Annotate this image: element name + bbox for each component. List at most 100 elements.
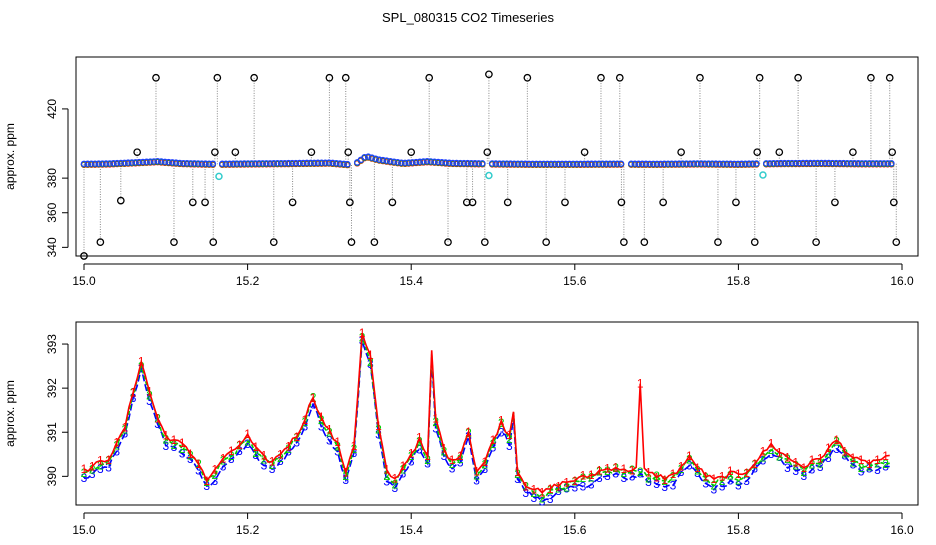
baseline-point <box>511 160 518 167</box>
baseline-point <box>577 160 584 168</box>
series-2-marker: 2 <box>285 442 292 456</box>
flag-point <box>444 238 452 247</box>
series-3-marker: 3 <box>678 465 685 479</box>
series-1-marker: 1 <box>89 460 96 474</box>
baseline-point <box>132 159 139 166</box>
baseline-point <box>230 160 237 167</box>
series-1-marker: 1 <box>661 473 668 487</box>
series-1-marker: 1 <box>784 450 791 464</box>
baseline-point <box>187 160 194 167</box>
series-3-marker: 3 <box>792 464 799 478</box>
baseline-point <box>642 160 650 168</box>
baseline-point <box>95 160 102 167</box>
series-2-marker: 2 <box>138 359 145 373</box>
series-2-marker: 2 <box>481 457 488 471</box>
series-2-marker: 2 <box>850 455 857 469</box>
series-2-marker: 2 <box>89 462 96 476</box>
baseline-point <box>701 160 709 167</box>
baseline-point <box>376 156 383 163</box>
top-y-tick-label: 360 <box>45 202 59 222</box>
baseline-point <box>547 160 555 168</box>
series-1-marker: 1 <box>481 455 488 469</box>
flag-point <box>133 148 142 157</box>
series-2-marker: 2 <box>318 413 325 427</box>
flag-point <box>794 73 802 82</box>
series-2-marker: 2 <box>743 467 750 481</box>
baseline-point <box>720 160 727 167</box>
series-1-marker: 1 <box>841 445 848 459</box>
baseline-point <box>110 160 117 167</box>
baseline-point <box>479 160 486 167</box>
series-1-marker: 1 <box>727 464 734 478</box>
flag-point <box>542 238 551 247</box>
baseline-point <box>873 160 880 167</box>
series-2-marker: 2 <box>441 445 448 459</box>
series-1-marker: 1 <box>645 466 652 480</box>
series-1-marker: 1 <box>367 348 374 362</box>
flag-point <box>523 73 532 82</box>
baseline-point <box>336 160 344 167</box>
baseline-point <box>723 160 731 168</box>
baseline-point <box>409 159 416 166</box>
baseline-point <box>266 160 274 167</box>
series-1-marker: 1 <box>817 452 824 466</box>
series-3-marker: 3 <box>375 427 382 441</box>
series-1-marker: 1 <box>506 428 513 442</box>
series-2-marker: 2 <box>882 457 889 471</box>
baseline-point <box>121 159 128 167</box>
flag-point <box>640 238 649 247</box>
bottom-y-tick-label: 393 <box>45 334 59 354</box>
series-3-marker: 3 <box>612 467 619 481</box>
baseline-point <box>303 159 311 167</box>
baseline-point <box>390 158 398 165</box>
flag-point <box>462 198 471 207</box>
baseline-point <box>333 159 340 167</box>
series-1-marker: 1 <box>146 385 153 399</box>
baseline-point <box>877 160 884 167</box>
baseline-point <box>135 158 143 166</box>
series-2-marker: 2 <box>563 480 570 494</box>
series-1-marker: 1 <box>236 438 243 452</box>
baseline-point <box>880 160 888 167</box>
series-2-marker: 2 <box>686 452 693 466</box>
series-3-marker: 3 <box>727 474 734 488</box>
series-1-marker: 1 <box>138 355 145 369</box>
series-2-marker: 2 <box>670 469 677 483</box>
series-3-marker: 3 <box>293 436 300 450</box>
flag-point <box>755 73 764 82</box>
series-1-marker: 1 <box>596 463 603 477</box>
baseline-point <box>518 160 525 168</box>
series-3-marker: 3 <box>702 477 709 491</box>
series-1-marker: 1 <box>629 464 636 478</box>
flag-point <box>209 238 218 247</box>
flag-point <box>307 148 316 157</box>
baseline-point <box>588 160 595 168</box>
flag-point <box>345 198 354 207</box>
series-3-marker: 3 <box>596 471 603 485</box>
baseline-point <box>657 160 664 168</box>
series-2-marker: 2 <box>334 439 341 453</box>
baseline-point <box>888 160 895 167</box>
series-1-line <box>83 332 890 494</box>
baseline-point <box>99 160 106 167</box>
baseline-point <box>322 159 329 166</box>
flag-point <box>849 148 857 157</box>
baseline-point <box>661 160 668 168</box>
baseline-point <box>742 160 749 167</box>
bottom-y-tick-label: 391 <box>45 422 59 442</box>
baseline-point <box>285 159 292 167</box>
baseline-point <box>259 160 266 167</box>
baseline-point <box>340 160 347 168</box>
series-2-marker: 2 <box>825 447 832 461</box>
flag-point <box>188 198 197 207</box>
series-3-marker: 3 <box>735 479 742 493</box>
series-1-marker: 1 <box>203 474 210 488</box>
series-3-marker: 3 <box>653 477 660 491</box>
series-2-marker: 2 <box>326 426 333 440</box>
panel-bottom: 15.0 15.2 15.4 15.6 15.8 16.0 390 391 392 393 appr… <box>3 321 919 537</box>
series-1-marker: 1 <box>81 462 88 476</box>
series-3-marker: 3 <box>269 462 276 476</box>
flag-point <box>597 73 605 82</box>
baseline-point <box>314 159 322 167</box>
